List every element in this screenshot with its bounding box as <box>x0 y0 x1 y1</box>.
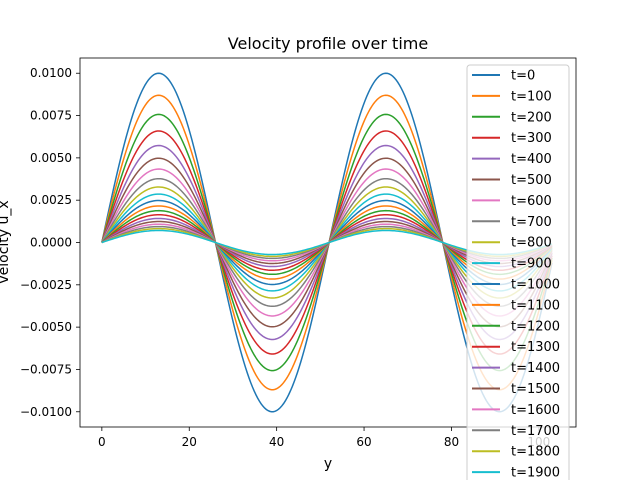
legend-entry-label: t=400 <box>511 152 552 167</box>
legend-entry-label: t=1100 <box>511 298 560 313</box>
legend-entry-label: t=0 <box>511 69 535 84</box>
x-tick-label: 20 <box>182 435 197 449</box>
legend-entry-label: t=300 <box>511 131 552 146</box>
y-tick-label: −0.0025 <box>20 278 72 292</box>
x-tick-label: 0 <box>98 435 106 449</box>
y-axis-label: velocity u_x <box>0 200 12 283</box>
legend-entry-label: t=1600 <box>511 403 560 418</box>
legend-entry-label: t=1400 <box>511 361 560 376</box>
y-tick-label: −0.0100 <box>20 405 72 419</box>
legend-entry-label: t=600 <box>511 194 552 209</box>
x-axis-label: y <box>324 456 332 472</box>
legend-entry-label: t=100 <box>511 89 552 104</box>
legend: t=0 t=100 t=200 t=300 t=400 t=500 t=600 t=700 t=… <box>466 64 570 480</box>
legend-entry-label: t=1500 <box>511 382 560 397</box>
legend-entry-label: t=1200 <box>511 319 560 334</box>
y-tick-label: 0.0075 <box>30 109 72 123</box>
legend-entry-label: t=1300 <box>511 340 560 355</box>
y-tick-label: −0.0075 <box>20 362 72 376</box>
y-tick-label: 0.0050 <box>30 151 72 165</box>
legend-box <box>466 64 570 480</box>
legend-entry-label: t=200 <box>511 110 552 125</box>
legend-entry-label: t=1800 <box>511 445 560 460</box>
legend-entry-label: t=800 <box>511 236 552 251</box>
x-tick-label: 80 <box>444 435 459 449</box>
chart-title: Velocity profile over time <box>228 34 428 53</box>
x-tick-label: 40 <box>269 435 284 449</box>
legend-entry-label: t=1900 <box>511 466 560 480</box>
legend-entry-label: t=1700 <box>511 424 560 439</box>
y-tick-label: 0.0100 <box>30 66 72 80</box>
y-tick-label: −0.0050 <box>20 320 72 334</box>
legend-entry-label: t=500 <box>511 173 552 188</box>
y-tick-label: 0.0000 <box>30 236 72 250</box>
legend-entry-label: t=900 <box>511 257 552 272</box>
legend-entry-label: t=700 <box>511 215 552 230</box>
x-tick-label: 60 <box>356 435 371 449</box>
y-tick-label: 0.0025 <box>30 193 72 207</box>
legend-entry-label: t=1000 <box>511 278 560 293</box>
